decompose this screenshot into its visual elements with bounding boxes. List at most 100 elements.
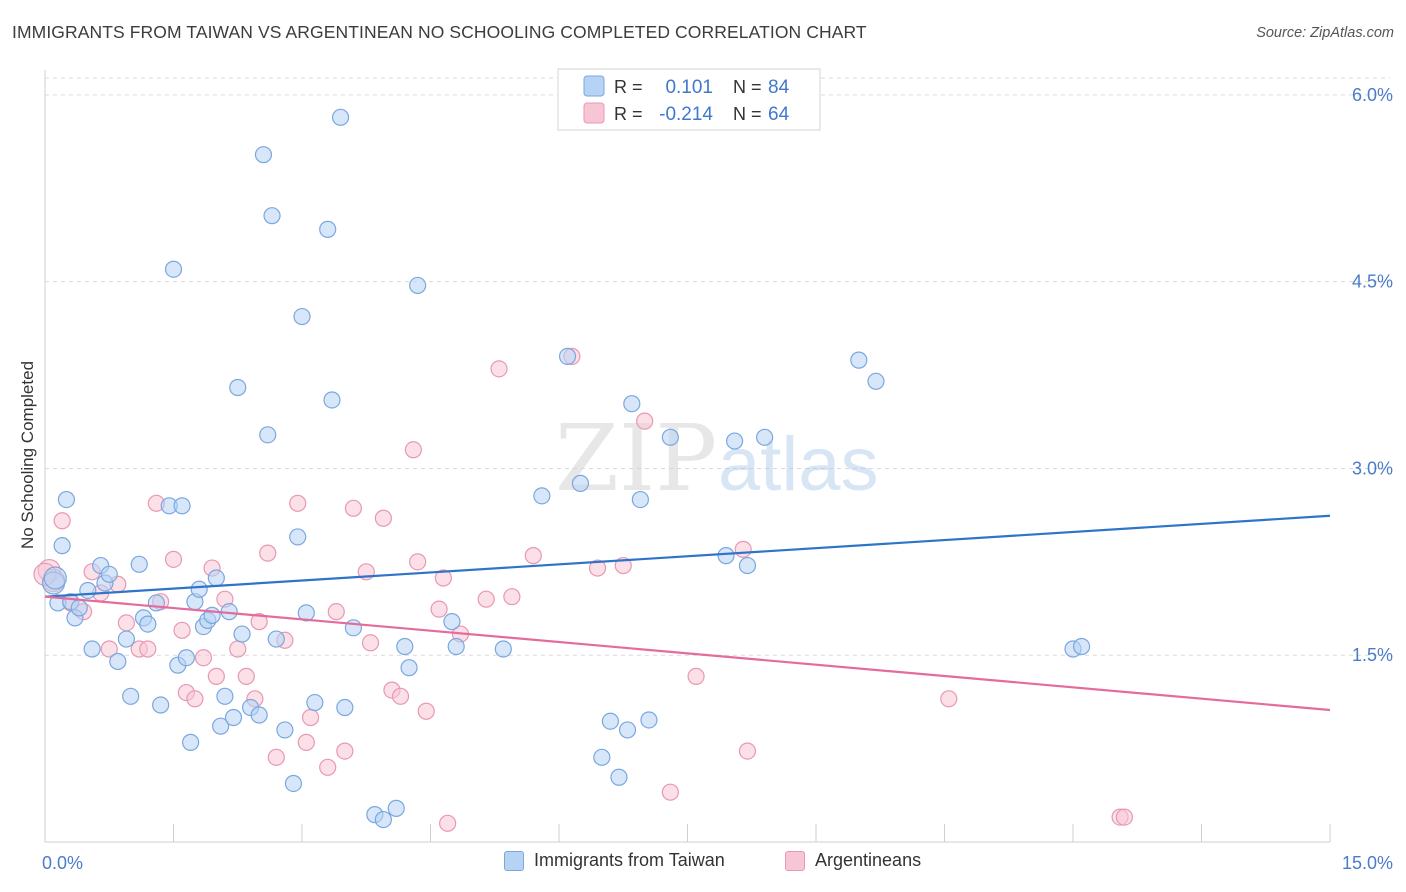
point-taiwan	[623, 395, 641, 413]
point-argentineans	[237, 667, 255, 685]
point-taiwan	[396, 637, 414, 656]
point-argentineans	[404, 441, 422, 459]
point-argentineans	[259, 544, 277, 562]
point-argentineans	[430, 600, 448, 618]
point-taiwan	[289, 528, 307, 546]
point-taiwan	[83, 640, 101, 658]
point-argentineans	[100, 640, 118, 658]
source-label: Source: ZipAtlas.com	[1256, 25, 1394, 41]
legend-swatch-taiwan	[583, 75, 605, 97]
point-argentineans	[289, 494, 307, 512]
point-argentineans	[327, 603, 345, 621]
legend-label-taiwan: Immigrants from Taiwan	[534, 850, 725, 870]
point-argentineans	[164, 550, 183, 568]
point-taiwan	[533, 487, 551, 505]
point-taiwan	[447, 637, 465, 656]
point-taiwan	[661, 428, 679, 446]
point-argentineans	[734, 540, 752, 558]
point-argentineans	[186, 690, 204, 708]
point-taiwan	[250, 706, 268, 724]
point-taiwan	[755, 428, 774, 446]
point-argentineans	[1115, 808, 1134, 826]
point-taiwan	[374, 810, 392, 829]
legend-n-value-argentineans: 64	[768, 104, 790, 125]
point-taiwan	[182, 733, 200, 751]
point-argentineans	[139, 640, 157, 658]
point-argentineans	[319, 758, 337, 776]
point-taiwan	[259, 426, 277, 444]
watermark: ZIP atlas	[555, 405, 879, 512]
point-argentineans	[173, 621, 191, 639]
point-taiwan	[43, 566, 67, 590]
grid-layer	[45, 77, 1390, 656]
axes-layer	[44, 70, 1331, 843]
point-taiwan	[867, 372, 885, 390]
point-taiwan	[494, 640, 512, 658]
point-argentineans	[661, 783, 679, 801]
point-taiwan	[57, 490, 76, 509]
point-taiwan	[593, 748, 611, 766]
point-argentineans	[417, 702, 435, 720]
x-tick-label: 0.0%	[42, 853, 83, 873]
point-taiwan	[284, 774, 303, 793]
point-taiwan	[190, 580, 208, 598]
legend-r-value-taiwan: 0.101	[665, 77, 713, 98]
tick-labels: 1.5% 3.0% 4.5% 6.0% 0.0% 15.0%	[42, 85, 1393, 873]
point-taiwan	[618, 721, 637, 739]
point-argentineans	[636, 412, 654, 430]
point-taiwan	[173, 497, 191, 515]
point-argentineans	[477, 590, 495, 608]
point-argentineans	[687, 667, 705, 685]
point-argentineans	[301, 708, 320, 727]
y-tick-label: 3.0%	[1352, 458, 1393, 478]
point-taiwan	[109, 652, 127, 671]
point-argentineans	[297, 733, 315, 751]
x-tick-label: 15.0%	[1342, 853, 1393, 873]
point-taiwan	[336, 698, 354, 717]
point-taiwan	[276, 721, 294, 739]
point-taiwan	[1072, 637, 1091, 656]
point-taiwan	[323, 391, 341, 409]
point-taiwan	[297, 604, 315, 622]
point-argentineans	[940, 690, 958, 708]
point-taiwan	[267, 630, 285, 648]
legend-r-label-argentineans: R =	[614, 104, 643, 124]
y-tick-label: 1.5%	[1352, 645, 1393, 665]
point-argentineans	[524, 547, 542, 565]
point-taiwan	[400, 659, 418, 677]
point-taiwan	[717, 547, 735, 565]
point-taiwan	[443, 613, 461, 631]
legend-item-argentineans[interactable]: Argentineans	[785, 850, 921, 871]
y-tick-label: 6.0%	[1352, 85, 1393, 105]
point-taiwan	[139, 615, 157, 633]
point-argentineans	[336, 742, 354, 760]
legend-item-taiwan[interactable]: Immigrants from Taiwan	[504, 850, 725, 871]
point-taiwan	[409, 276, 427, 295]
point-taiwan	[331, 108, 350, 126]
legend-r-value-argentineans: -0.214	[659, 104, 713, 125]
point-argentineans	[738, 742, 757, 760]
legend-swatch-taiwan-bottom	[504, 850, 524, 871]
point-taiwan	[164, 260, 183, 278]
point-taiwan	[224, 708, 243, 727]
point-taiwan	[53, 537, 71, 555]
point-argentineans	[250, 613, 268, 631]
point-taiwan	[147, 594, 165, 612]
legend-swatch-argentineans-bottom	[785, 850, 805, 871]
point-argentineans	[434, 569, 452, 587]
y-tick-label: 4.5%	[1352, 272, 1393, 292]
trend-lines	[44, 514, 1331, 712]
point-taiwan	[738, 556, 757, 575]
point-taiwan	[207, 569, 225, 587]
point-taiwan	[726, 432, 744, 450]
point-taiwan	[293, 307, 311, 326]
legend-swatch-argentineans	[583, 102, 605, 124]
point-taiwan	[640, 711, 658, 729]
series-taiwan-points	[41, 108, 1091, 829]
point-taiwan	[850, 351, 868, 369]
trend-line-taiwan	[44, 514, 1331, 598]
point-argentineans	[194, 649, 213, 667]
point-argentineans	[53, 512, 71, 530]
legend-r-label-taiwan: R =	[614, 77, 643, 97]
watermark-atlas: atlas	[718, 422, 879, 507]
